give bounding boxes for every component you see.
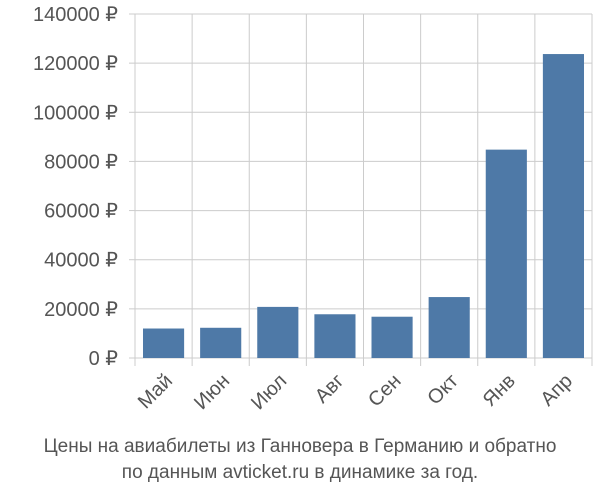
bar-6 xyxy=(428,297,470,358)
bar-2 xyxy=(200,327,242,358)
price-bar-chart: 0 ₽ 20000 ₽ 40000 ₽ 60000 ₽ 80000 ₽ 100000 ₽ 1… xyxy=(33,4,593,414)
x-tick-label: Янв xyxy=(479,370,520,411)
x-tick-label: Июн xyxy=(190,370,234,414)
bars xyxy=(142,54,585,359)
bar-3 xyxy=(257,306,299,358)
bar-7 xyxy=(485,149,527,358)
x-tick-label: Сен xyxy=(364,370,405,411)
axes xyxy=(129,13,135,359)
bar-4 xyxy=(314,314,356,358)
y-tick-label: 120000 ₽ xyxy=(33,53,118,75)
y-tick-label: 80000 ₽ xyxy=(44,151,118,173)
grid-lines xyxy=(134,13,593,366)
x-tick-label: Авг xyxy=(311,370,349,408)
y-tick-label: 100000 ₽ xyxy=(33,102,118,124)
x-tick-label: Окт xyxy=(423,370,462,409)
x-tick-label: Апр xyxy=(536,370,577,411)
y-tick-label: 40000 ₽ xyxy=(44,250,118,272)
bar-5 xyxy=(371,316,413,358)
y-tick-label: 60000 ₽ xyxy=(44,201,118,223)
bar-1 xyxy=(142,328,185,358)
x-tick-label: Май xyxy=(134,370,177,413)
x-tick-label: Июл xyxy=(247,370,291,414)
y-tick-label: 140000 ₽ xyxy=(33,4,118,26)
y-tick-label: 0 ₽ xyxy=(89,348,119,370)
chart-caption-line-2: по данным avticket.ru в динамике за год. xyxy=(121,462,479,483)
x-tick-labels: Май Июн Июл Авг Сен Окт Янв Апр xyxy=(134,370,577,414)
y-tick-label: 20000 ₽ xyxy=(44,299,118,321)
chart-caption-line-1: Цены на авиабилеты из Ганновера в Герман… xyxy=(43,436,557,457)
y-tick-labels: 0 ₽ 20000 ₽ 40000 ₽ 60000 ₽ 80000 ₽ 100000 ₽ 1… xyxy=(33,4,118,370)
bar-8 xyxy=(542,54,585,359)
